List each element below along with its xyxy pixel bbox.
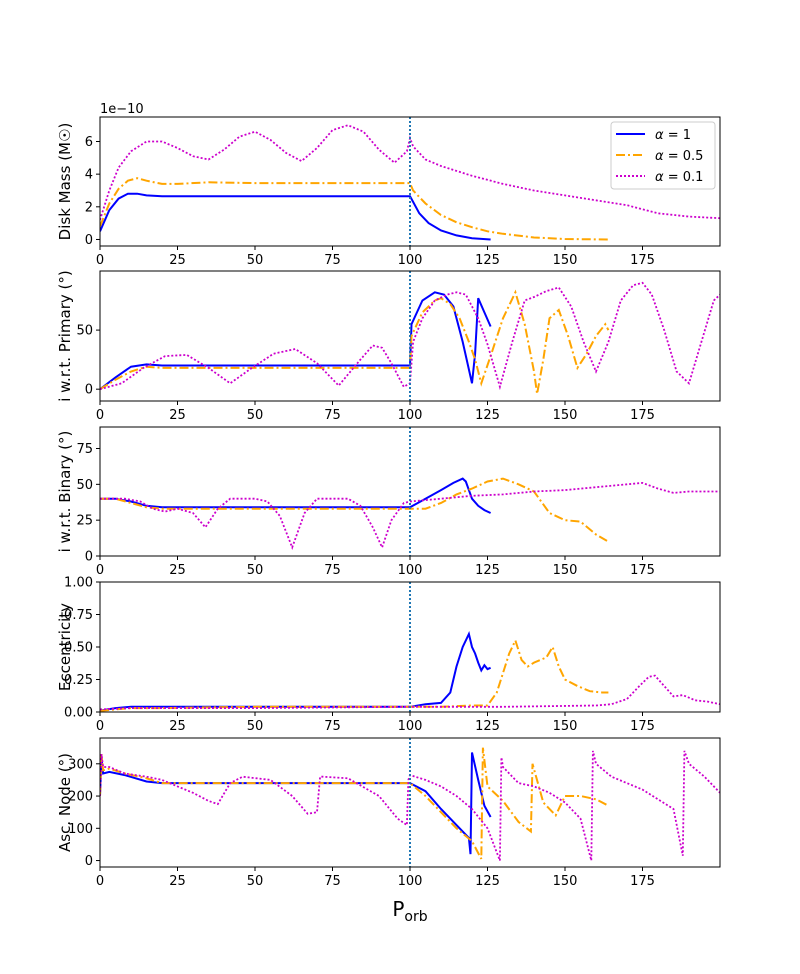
x-tick-label: 150 [553,253,578,268]
legend-alpha-symbol: α [655,149,664,164]
x-tick-label: 125 [475,563,500,578]
y-tick-label: 200 [68,790,93,805]
x-tick-label: 150 [553,563,578,578]
x-tick-label: 175 [630,719,655,734]
x-tick-label: 125 [475,719,500,734]
series-line-a01 [100,481,720,550]
y-axis-label: Disk Mass (M☉) [56,123,74,241]
y-tick-label: 0.25 [64,673,93,688]
x-axis-label-main: P [392,897,404,921]
x-tick-label: 25 [169,253,186,268]
y-tick-label: 50 [76,324,93,339]
x-tick-label: 0 [96,253,104,268]
x-tick-label: 50 [247,719,264,734]
x-tick-label: 75 [324,563,341,578]
y-tick-label: 0.75 [64,608,93,623]
y-tick-label: 2 [85,200,93,215]
x-tick-label: 75 [324,408,341,423]
x-tick-label: 0 [96,874,104,889]
y-tick-label: 100 [68,822,93,837]
x-tick-label: 0 [96,408,104,423]
x-tick-label: 175 [630,874,655,889]
series-line-a01 [100,674,720,711]
x-axis-label-sub: orb [404,909,427,925]
legend-label: α = 0.1 [655,170,703,185]
series-line-a05 [100,477,609,543]
x-tick-label: 175 [630,563,655,578]
legend-label: α = 1 [655,128,691,143]
series-line-a01 [100,281,720,391]
legend-value: = 0.5 [664,149,704,164]
y-tick-label: 0 [85,550,93,565]
legend-value: = 0.1 [664,170,704,185]
legend-label: α = 0.5 [655,149,703,164]
x-tick-label: 100 [398,563,423,578]
x-tick-label: 100 [398,874,423,889]
x-tick-label: 100 [398,408,423,423]
y-axis-label: Eccentricity [56,603,74,691]
series-line-a1 [100,477,492,514]
y-tick-label: 50 [76,478,93,493]
x-tick-label: 50 [247,408,264,423]
y-tick-label: 0 [85,233,93,248]
x-tick-label: 50 [247,874,264,889]
panel-ecc: 0 25 50 75 100 125 150 175 0.00 0.25 0.50 0.75 1.00 E… [56,576,721,734]
series-line-a05 [100,289,610,395]
legend-alpha-symbol: α [655,128,664,143]
y-tick-label: 25 [76,514,93,529]
series-line-a1 [100,291,492,390]
x-tick-label: 0 [96,719,104,734]
x-tick-label: 0 [96,563,104,578]
y-tick-label: 0 [85,854,93,869]
x-tick-label: 150 [553,719,578,734]
legend: α = 1α = 0.5α = 0.1 [610,121,716,190]
y-tick-label: 0.50 [64,641,93,656]
series-line-a1 [100,631,491,712]
y-tick-label: 300 [68,757,93,772]
x-tick-label: 175 [630,253,655,268]
legend-value: = 1 [664,128,691,143]
x-tick-label: 75 [324,253,341,268]
y-axis-label: i w.r.t. Binary (°) [56,431,74,553]
x-tick-label: 50 [247,253,264,268]
x-tick-label: 50 [247,563,264,578]
y-axis-label: Asc. Node (°) [56,753,74,852]
y-axis-label: i w.r.t. Primary (°) [56,270,74,402]
y-tick-label: 6 [85,135,93,150]
x-tick-label: 100 [398,719,423,734]
x-tick-label: 150 [553,408,578,423]
legend-alpha-symbol: α [655,170,664,185]
y-tick-label: 0 [85,383,93,398]
x-tick-label: 175 [630,408,655,423]
legend-frame [610,121,716,190]
x-tick-label: 25 [169,408,186,423]
series-line-a05 [100,637,609,712]
x-tick-label: 150 [553,874,578,889]
x-tick-label: 25 [169,719,186,734]
x-tick-label: 125 [475,253,500,268]
y-tick-label: 75 [76,442,93,457]
x-tick-label: 125 [475,874,500,889]
x-tick-label: 75 [324,719,341,734]
series-line-a1 [100,752,492,855]
y-tick-label: 1.00 [64,576,93,591]
x-tick-label: 25 [169,874,186,889]
panel-mass: 0 25 50 75 100 125 150 175 0 2 4 6 Disk Mass (M☉) [56,116,721,268]
series-line-a05 [100,747,609,860]
series-line-a1 [100,192,491,241]
x-tick-label: 75 [324,874,341,889]
x-axis-label: Porb [392,897,427,925]
y-tick-label: 4 [85,168,93,183]
series-line-a01 [100,124,720,221]
x-tick-label: 100 [398,253,423,268]
x-tick-label: 125 [475,408,500,423]
y-tick-label: 0.00 [64,706,93,721]
x-tick-label: 25 [169,563,186,578]
offset-text: 1e−10 [100,102,144,117]
series-line-a05 [100,177,609,241]
